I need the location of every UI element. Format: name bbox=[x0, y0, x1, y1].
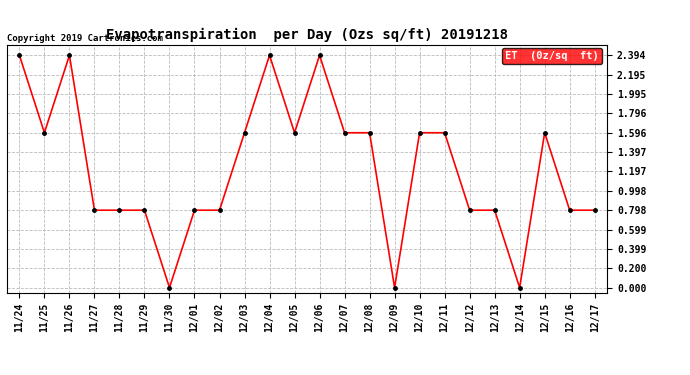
Title: Evapotranspiration  per Day (Ozs sq/ft) 20191218: Evapotranspiration per Day (Ozs sq/ft) 2… bbox=[106, 28, 508, 42]
Legend: ET  (0z/sq  ft): ET (0z/sq ft) bbox=[502, 48, 602, 64]
Text: Copyright 2019 Cartronics.com: Copyright 2019 Cartronics.com bbox=[7, 33, 163, 42]
